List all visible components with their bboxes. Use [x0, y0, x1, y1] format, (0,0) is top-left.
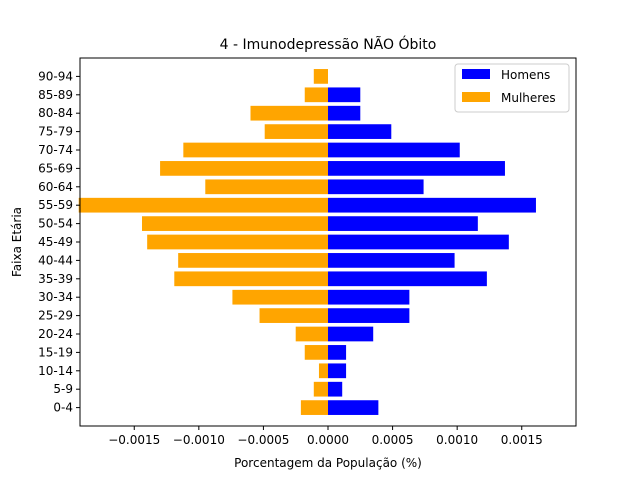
- bar-mulheres-75-79: [264, 124, 328, 139]
- bar-homens-80-84: [328, 105, 361, 121]
- bar-homens-10-14: [328, 363, 347, 379]
- bar-homens-55-59: [328, 197, 536, 213]
- y-tick-label: 0-4: [53, 401, 73, 415]
- legend-label-homens: Homens: [501, 68, 550, 82]
- legend: Homens Mulheres: [454, 63, 570, 113]
- bar-mulheres-90-94: [313, 69, 328, 84]
- y-axis-label: Faixa Etária: [10, 207, 24, 277]
- bar-homens-40-44: [328, 253, 455, 268]
- bar-homens-85-89: [328, 87, 361, 103]
- y-tick-label: 30-34: [38, 290, 73, 304]
- y-tick-label: 55-59: [38, 198, 73, 212]
- y-tick-label: 40-44: [38, 253, 73, 267]
- y-tick-label: 15-19: [38, 345, 73, 359]
- y-tick-label: 20-24: [38, 327, 73, 341]
- x-tick-label: 0.0010: [436, 433, 478, 447]
- bars-group: [78, 69, 536, 415]
- x-tick-label: −0.0005: [237, 433, 289, 447]
- bar-mulheres-50-54: [142, 216, 328, 231]
- bar-homens-5-9: [328, 381, 343, 397]
- y-tick-label: 70-74: [38, 143, 73, 157]
- bar-homens-65-69: [328, 161, 505, 176]
- bar-homens-30-34: [328, 289, 410, 305]
- bar-mulheres-5-9: [313, 381, 328, 397]
- y-tick-label: 10-14: [38, 364, 73, 378]
- x-tick-label: 0.0000: [307, 433, 349, 447]
- y-tick-label: 25-29: [38, 309, 73, 323]
- bar-homens-75-79: [328, 124, 392, 139]
- y-tick-label: 80-84: [38, 106, 73, 120]
- x-tick-label: −0.0015: [108, 433, 160, 447]
- bar-mulheres-35-39: [174, 271, 328, 287]
- bar-mulheres-15-19: [304, 345, 328, 360]
- bar-mulheres-25-29: [259, 308, 328, 323]
- bar-mulheres-30-34: [232, 289, 328, 305]
- bar-mulheres-10-14: [318, 363, 328, 379]
- x-tick-label: −0.0010: [173, 433, 225, 447]
- y-tick-label: 5-9: [53, 382, 73, 396]
- y-tick-label: 75-79: [38, 125, 73, 139]
- bar-homens-20-24: [328, 326, 374, 342]
- y-axis: 0-4 5-9 10-14 15-19 20-24 25-29 30-34 35-39 40-4…: [38, 69, 80, 415]
- bar-mulheres-85-89: [304, 87, 328, 103]
- y-tick-label: 45-49: [38, 235, 73, 249]
- bar-homens-45-49: [328, 234, 509, 250]
- bar-mulheres-40-44: [178, 253, 328, 268]
- bar-homens-35-39: [328, 271, 487, 287]
- y-tick-label: 90-94: [38, 69, 73, 83]
- bar-mulheres-70-74: [183, 142, 328, 158]
- legend-swatch-homens: [462, 69, 490, 79]
- chart-title: 4 - Imunodepressão NÃO Óbito: [220, 35, 437, 53]
- bar-mulheres-55-59: [78, 197, 328, 213]
- bar-mulheres-65-69: [160, 161, 328, 176]
- bar-homens-60-64: [328, 179, 424, 195]
- y-tick-label: 65-69: [38, 161, 73, 175]
- y-tick-label: 50-54: [38, 217, 73, 231]
- bar-mulheres-60-64: [205, 179, 328, 195]
- x-tick-label: 0.0015: [501, 433, 543, 447]
- x-tick-label: 0.0005: [372, 433, 414, 447]
- y-tick-label: 60-64: [38, 180, 73, 194]
- legend-label-mulheres: Mulheres: [501, 91, 556, 105]
- bar-homens-70-74: [328, 142, 460, 158]
- bar-mulheres-80-84: [250, 105, 328, 121]
- x-axis: −0.0015 −0.0010 −0.0005 0.0000 0.0005 0.0010 0…: [108, 426, 543, 447]
- bar-homens-50-54: [328, 216, 478, 231]
- bar-mulheres-20-24: [295, 326, 328, 342]
- x-axis-label: Porcentagem da População (%): [234, 456, 422, 470]
- bar-homens-0-4: [328, 400, 379, 415]
- y-tick-label: 35-39: [38, 272, 73, 286]
- bar-mulheres-0-4: [300, 400, 328, 415]
- y-tick-label: 85-89: [38, 88, 73, 102]
- bar-homens-15-19: [328, 345, 347, 360]
- bar-homens-25-29: [328, 308, 410, 323]
- legend-swatch-mulheres: [462, 92, 490, 102]
- bar-mulheres-45-49: [147, 234, 328, 250]
